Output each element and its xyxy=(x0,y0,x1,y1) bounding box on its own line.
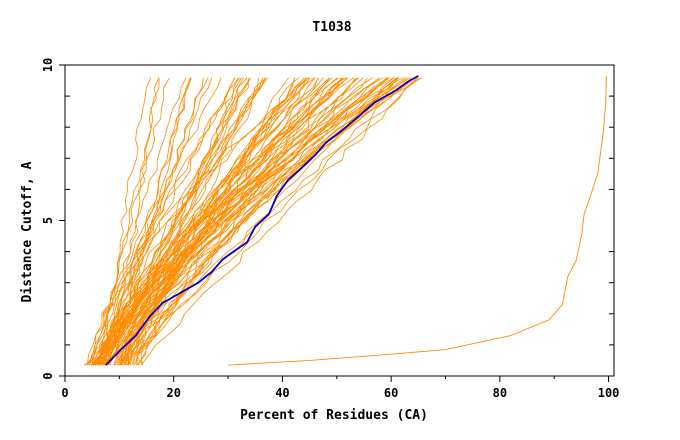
y-axis-title: Distance Cutoff, A xyxy=(20,161,35,302)
x-axis-title: Percent of Residues (CA) xyxy=(240,408,428,423)
model-curve xyxy=(87,77,305,366)
model-curve xyxy=(104,77,411,366)
model-curve xyxy=(134,77,400,366)
model-curve xyxy=(124,77,310,366)
model-curve xyxy=(99,77,160,366)
model-curve xyxy=(118,77,290,366)
model-curve xyxy=(136,77,296,366)
chart-title: T1038 xyxy=(312,20,351,35)
axes-group: 0 20 40 60 80 100 0 5 10 xyxy=(41,58,619,400)
model-curve xyxy=(95,77,160,366)
model-curve xyxy=(90,77,359,366)
model-curve xyxy=(124,77,418,366)
model-curve xyxy=(103,77,192,366)
y-tick-label: 10 xyxy=(41,58,55,72)
model-curve xyxy=(91,77,222,366)
model-curve xyxy=(137,77,387,366)
model-curve xyxy=(117,77,316,366)
model-curve xyxy=(99,77,213,366)
model-curve xyxy=(98,77,306,366)
model-curve xyxy=(120,77,420,366)
model-curve xyxy=(140,77,422,366)
model-curve xyxy=(136,77,398,366)
model-curve xyxy=(124,77,339,366)
model-curve xyxy=(120,77,398,366)
model-curve xyxy=(126,77,333,366)
highlight-curve-group xyxy=(105,75,419,366)
outlier-model-curve xyxy=(228,75,607,366)
x-tick-label: 40 xyxy=(275,386,289,400)
model-curve xyxy=(92,77,389,366)
y-tick-label: 5 xyxy=(41,217,55,224)
model-curve xyxy=(126,77,380,366)
model-curves-group xyxy=(83,75,607,366)
model-curve xyxy=(136,77,343,366)
model-curve xyxy=(119,77,319,366)
model-curve xyxy=(97,77,251,366)
x-tick-label: 0 xyxy=(61,386,68,400)
model-curve xyxy=(121,77,338,366)
model-curve xyxy=(97,77,319,366)
x-tick-label: 100 xyxy=(598,386,620,400)
model-curve xyxy=(106,77,204,366)
x-tick-label: 80 xyxy=(493,386,507,400)
model-curve xyxy=(103,77,346,366)
model-curve xyxy=(108,77,404,366)
model-curve xyxy=(91,77,235,366)
model-curve xyxy=(113,77,324,366)
y-tick-label: 0 xyxy=(41,372,55,379)
model-curve xyxy=(140,77,415,366)
x-tick-label: 60 xyxy=(384,386,398,400)
highlight-model-curve xyxy=(105,75,419,366)
x-tick-label: 20 xyxy=(166,386,180,400)
